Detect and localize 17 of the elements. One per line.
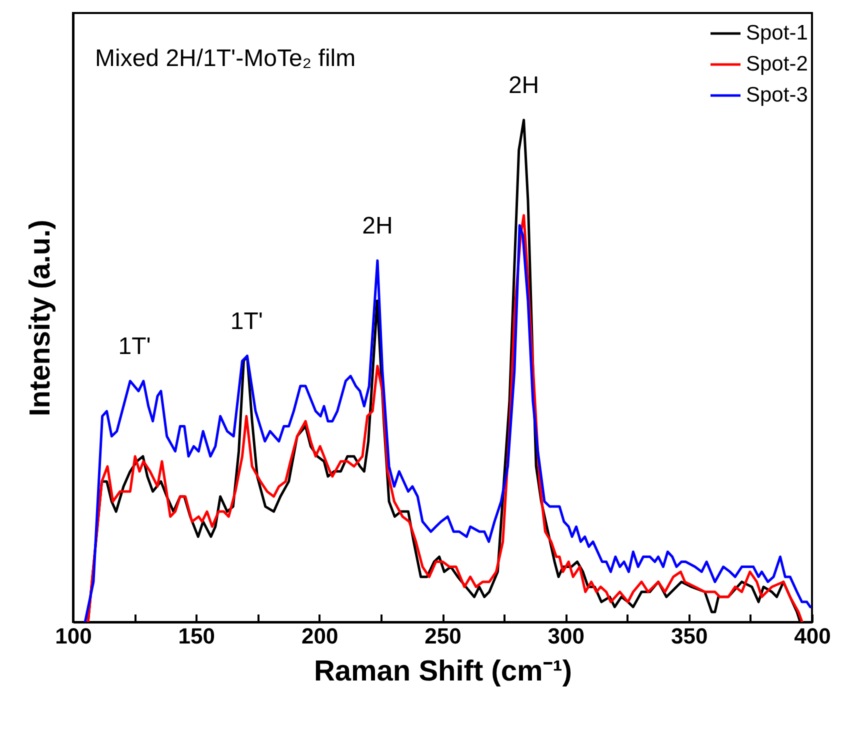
annotation: 2H bbox=[362, 212, 393, 240]
x-tick-label: 350 bbox=[670, 624, 708, 648]
legend-label: Spot-3 bbox=[746, 84, 808, 106]
x-tick-label: 150 bbox=[178, 624, 216, 648]
x-tick-label: 200 bbox=[301, 624, 338, 648]
legend-label: Spot-1 bbox=[746, 22, 808, 44]
x-axis-title: Raman Shift (cm⁻¹) bbox=[314, 656, 572, 688]
annotation: 1T' bbox=[230, 308, 263, 335]
annotation: 2H bbox=[508, 72, 540, 99]
legend-label: Spot-2 bbox=[746, 52, 808, 76]
annotation: 1T' bbox=[118, 333, 151, 360]
chart-title: Mixed 2H/1T'-MoTe₂ film bbox=[95, 45, 356, 72]
x-tick-label: 100 bbox=[55, 624, 92, 648]
x-tick-label: 250 bbox=[424, 624, 462, 648]
y-axis-title: Intensity (a.u.) bbox=[24, 220, 56, 416]
x-tick-label: 400 bbox=[794, 624, 831, 648]
x-tick-label: 300 bbox=[548, 624, 585, 648]
